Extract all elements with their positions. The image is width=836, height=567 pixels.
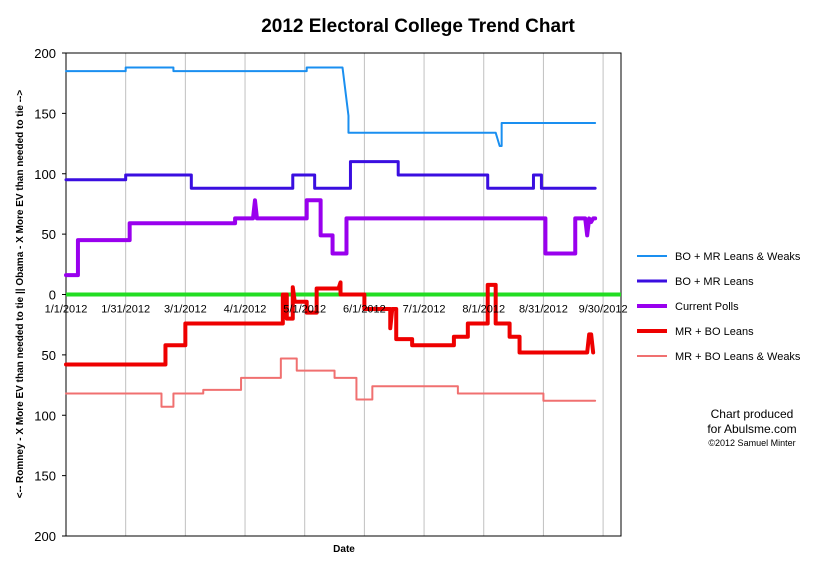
x-tick-label-1: 1/31/2012 (101, 304, 150, 316)
series-line-3 (64, 280, 596, 367)
legend-label-4: MR + BO Leans & Weaks (675, 351, 801, 363)
y-axis: 200 150 100 50 0 50 100 150 200 (34, 46, 66, 544)
legend-label-1: BO + MR Leans (675, 276, 754, 288)
y-tick-label-1: 150 (34, 106, 56, 121)
y-tick-label-3: 50 (42, 227, 56, 242)
x-tick-label-7: 8/1/2012 (462, 304, 505, 316)
series-line-2 (64, 198, 598, 278)
y-tick-label-4: 0 (49, 288, 56, 303)
y-tick-label-7: 150 (34, 469, 56, 484)
y-axis-label: <-- Romney - X More EV than needed to ti… (15, 90, 26, 499)
series-line-1 (64, 160, 597, 190)
x-tick-label-4: 5/1/2012 (283, 304, 326, 316)
y-tick-label-8: 200 (34, 529, 56, 544)
y-tick-label-6: 100 (34, 408, 56, 423)
legend-label-0: BO + MR Leans & Weaks (675, 251, 801, 263)
x-axis: 1/1/2012 1/31/2012 3/1/2012 4/1/2012 5/1/201… (45, 304, 628, 316)
x-tick-label-6: 7/1/2012 (403, 304, 446, 316)
y-tick-label-2: 100 (34, 167, 56, 182)
x-tick-label-0: 1/1/2012 (45, 304, 88, 316)
series-line-0 (65, 66, 597, 147)
credit-line-2: for Abulsme.com (707, 422, 796, 436)
credit-line-1: Chart produced (711, 407, 794, 421)
legend: BO + MR Leans & Weaks BO + MR Leans Curren… (637, 251, 801, 363)
chart-title: 2012 Electoral College Trend Chart (261, 16, 575, 37)
legend-label-3: MR + BO Leans (675, 326, 754, 338)
series-line-4 (65, 357, 597, 408)
legend-label-2: Current Polls (675, 301, 739, 313)
credit-line-3: ©2012 Samuel Minter (708, 438, 795, 448)
x-tick-label-8: 8/31/2012 (519, 304, 568, 316)
y-tick-label-0: 200 (34, 46, 56, 61)
y-tick-label-5: 50 (42, 348, 56, 363)
x-axis-label: Date (333, 544, 355, 555)
x-tick-label-5: 6/1/2012 (343, 304, 386, 316)
series-group (64, 66, 598, 408)
x-tick-label-9: 9/30/2012 (579, 304, 628, 316)
x-tick-label-2: 3/1/2012 (164, 304, 207, 316)
x-tick-label-3: 4/1/2012 (224, 304, 267, 316)
